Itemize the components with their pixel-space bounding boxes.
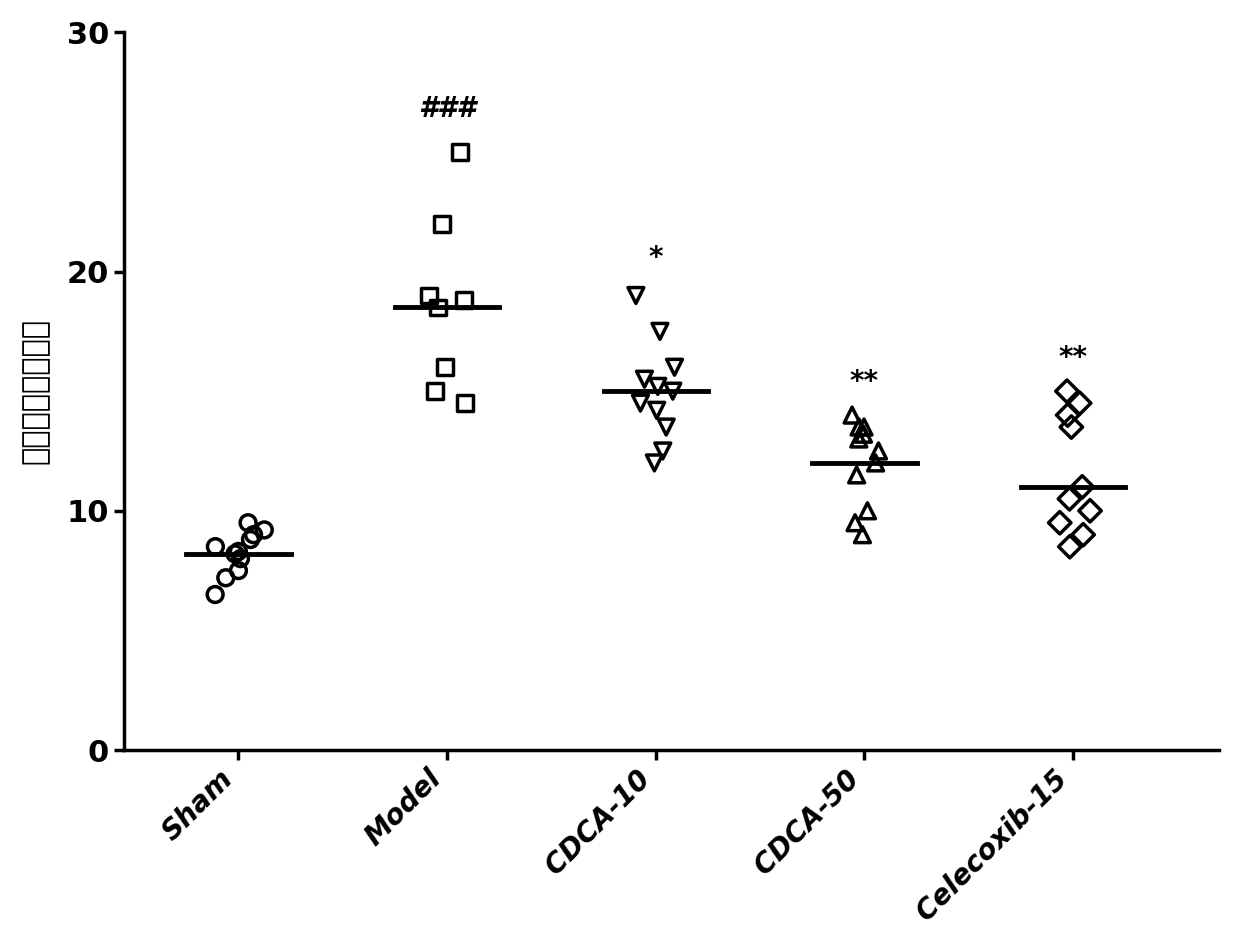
Point <box>254 523 274 538</box>
Point <box>450 144 470 159</box>
Point <box>216 570 236 585</box>
Point <box>1073 479 1092 494</box>
Point <box>425 384 445 399</box>
Point <box>435 360 455 375</box>
Point <box>635 371 655 386</box>
Point <box>1060 539 1080 554</box>
Point <box>231 551 250 566</box>
Point <box>228 544 248 559</box>
Point <box>630 396 650 411</box>
Point <box>205 587 224 602</box>
Point <box>652 443 672 458</box>
Point <box>842 407 862 422</box>
Text: ###: ### <box>418 96 476 123</box>
Point <box>647 402 667 418</box>
Point <box>419 288 439 303</box>
Point <box>455 396 475 411</box>
Point <box>1059 491 1079 507</box>
Point <box>858 503 878 518</box>
Point <box>433 216 453 231</box>
Text: **: ** <box>849 368 879 396</box>
Point <box>626 288 646 303</box>
Point <box>854 420 874 435</box>
Point <box>650 324 670 339</box>
Point <box>849 432 869 447</box>
Y-axis label: 关节软骨病理评分: 关节软骨病理评分 <box>21 318 50 464</box>
Point <box>238 515 258 530</box>
Point <box>1070 396 1090 411</box>
Point <box>849 420 869 435</box>
Point <box>1080 503 1100 518</box>
Point <box>656 420 676 435</box>
Point <box>206 539 226 554</box>
Point <box>1058 407 1078 422</box>
Point <box>853 527 873 543</box>
Point <box>1056 384 1076 399</box>
Point <box>868 443 888 458</box>
Point <box>1061 420 1081 435</box>
Point <box>243 527 263 543</box>
Point <box>228 563 248 579</box>
Point <box>847 467 867 482</box>
Point <box>241 532 260 547</box>
Point <box>645 456 665 471</box>
Point <box>226 546 246 562</box>
Point <box>663 384 683 399</box>
Point <box>1074 527 1094 543</box>
Point <box>866 456 885 471</box>
Point <box>846 515 866 530</box>
Text: *: * <box>649 243 663 272</box>
Point <box>1050 515 1070 530</box>
Text: **: ** <box>1059 344 1087 372</box>
Point <box>647 379 667 394</box>
Point <box>454 293 474 308</box>
Point <box>428 300 448 315</box>
Point <box>853 427 873 442</box>
Point <box>665 360 684 375</box>
